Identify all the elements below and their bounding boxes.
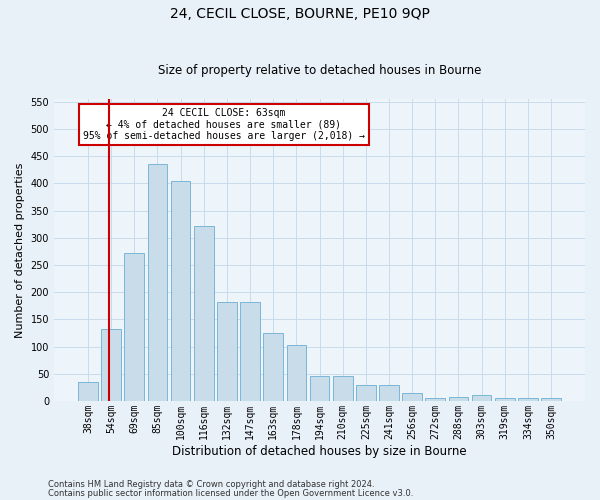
Text: Contains public sector information licensed under the Open Government Licence v3: Contains public sector information licen… xyxy=(48,488,413,498)
Bar xyxy=(263,334,283,401)
Bar xyxy=(449,396,468,401)
Bar xyxy=(379,385,399,401)
Bar xyxy=(171,180,190,401)
Bar xyxy=(310,376,329,401)
Bar xyxy=(356,385,376,401)
Bar xyxy=(217,302,237,401)
Title: Size of property relative to detached houses in Bourne: Size of property relative to detached ho… xyxy=(158,64,481,77)
Text: Contains HM Land Registry data © Crown copyright and database right 2024.: Contains HM Land Registry data © Crown c… xyxy=(48,480,374,489)
Bar xyxy=(240,302,260,401)
Text: 24, CECIL CLOSE, BOURNE, PE10 9QP: 24, CECIL CLOSE, BOURNE, PE10 9QP xyxy=(170,8,430,22)
Text: 24 CECIL CLOSE: 63sqm
← 4% of detached houses are smaller (89)
95% of semi-detac: 24 CECIL CLOSE: 63sqm ← 4% of detached h… xyxy=(83,108,365,142)
Bar xyxy=(148,164,167,401)
Bar xyxy=(425,398,445,401)
Bar xyxy=(541,398,561,401)
Bar xyxy=(402,393,422,401)
Y-axis label: Number of detached properties: Number of detached properties xyxy=(15,162,25,338)
Bar xyxy=(124,253,144,401)
Bar xyxy=(495,398,515,401)
Bar xyxy=(333,376,353,401)
Bar xyxy=(472,396,491,401)
X-axis label: Distribution of detached houses by size in Bourne: Distribution of detached houses by size … xyxy=(172,444,467,458)
Bar xyxy=(78,382,98,401)
Bar xyxy=(287,345,306,401)
Bar xyxy=(101,328,121,401)
Bar xyxy=(194,226,214,401)
Bar xyxy=(518,398,538,401)
